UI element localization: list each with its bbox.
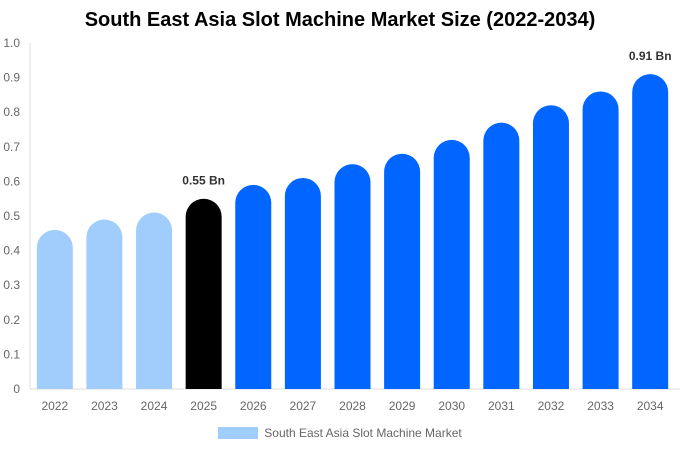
bar-2030 — [433, 139, 470, 389]
legend-swatch — [218, 427, 259, 439]
x-tick-label: 2031 — [488, 399, 515, 413]
y-tick-label: 0.5 — [3, 209, 20, 223]
x-tick-label: 2033 — [587, 399, 614, 413]
data-label-2025: 0.55 Bn — [182, 174, 225, 188]
y-tick-label: 0.8 — [3, 105, 20, 119]
x-tick-label: 2028 — [339, 399, 366, 413]
y-tick-label: 0.4 — [3, 244, 20, 258]
bar-2032 — [532, 105, 569, 389]
bar-2026 — [235, 184, 272, 389]
legend: South East Asia Slot Machine Market — [0, 426, 680, 440]
y-tick-label: 0.6 — [3, 174, 20, 188]
y-tick-label: 0.9 — [3, 71, 20, 85]
bar-2027 — [284, 177, 321, 389]
data-label-2034: 0.91 Bn — [629, 49, 672, 63]
chart-title: South East Asia Slot Machine Market Size… — [84, 9, 596, 31]
bar-2024 — [136, 212, 173, 389]
bar-2023 — [86, 219, 123, 389]
x-tick-label: 2030 — [438, 399, 465, 413]
x-tick-label: 2024 — [141, 399, 168, 413]
y-tick-label: 0.7 — [3, 140, 20, 154]
x-tick-label: 2032 — [538, 399, 565, 413]
bar-2029 — [384, 153, 421, 389]
bar-2033 — [582, 91, 619, 390]
y-tick-label: 0 — [13, 382, 20, 396]
bar-2031 — [483, 122, 520, 389]
bar-2022 — [36, 229, 73, 389]
bar-2034 — [632, 74, 669, 389]
x-tick-label: 2034 — [637, 399, 664, 413]
x-tick-label: 2027 — [290, 399, 317, 413]
y-tick-label: 0.3 — [3, 278, 20, 292]
x-tick-label: 2022 — [41, 399, 68, 413]
legend-label[interactable]: South East Asia Slot Machine Market — [264, 426, 462, 440]
y-tick-label: 1.0 — [3, 36, 20, 50]
bar-2025 — [185, 198, 222, 389]
y-tick-label: 0.2 — [3, 313, 20, 327]
x-tick-label: 2023 — [91, 399, 118, 413]
y-tick-label: 0.1 — [3, 347, 20, 361]
bar-2028 — [334, 164, 371, 389]
x-tick-label: 2026 — [240, 399, 267, 413]
x-tick-label: 2029 — [389, 399, 416, 413]
x-tick-label: 2025 — [190, 399, 217, 413]
